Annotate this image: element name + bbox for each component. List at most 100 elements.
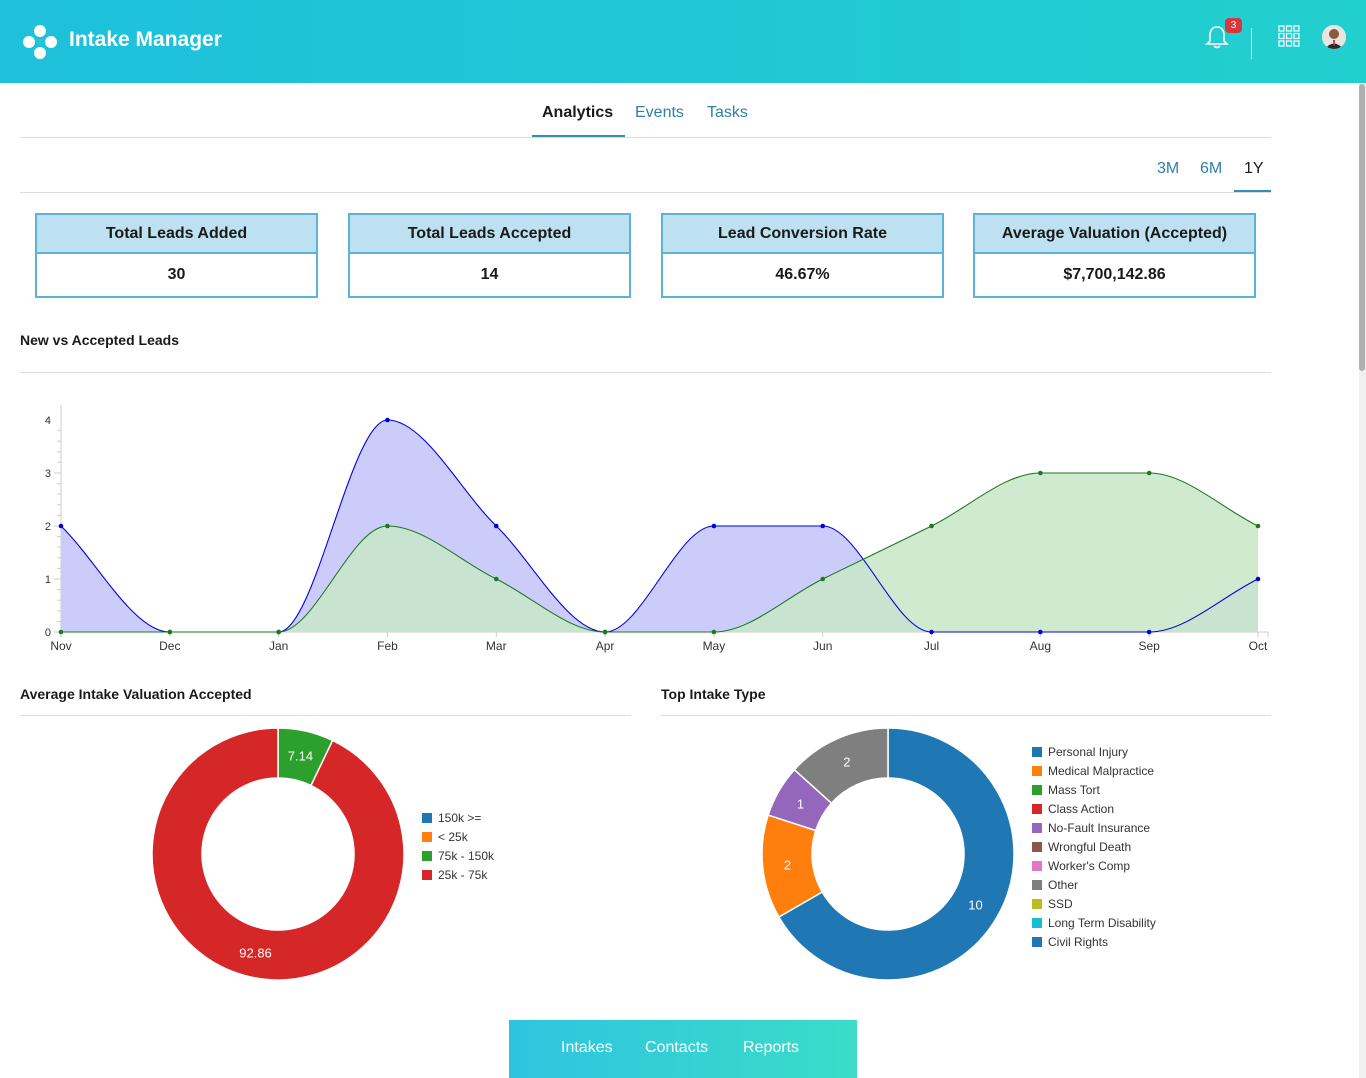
range-1y[interactable]: 1Y bbox=[1244, 160, 1264, 177]
slice-7[interactable] bbox=[793, 727, 889, 805]
stat-value: 14 bbox=[480, 266, 499, 283]
legend-label: SSD bbox=[1048, 896, 1073, 911]
legend-swatch bbox=[1032, 746, 1042, 757]
series-0-point[interactable] bbox=[1255, 576, 1261, 582]
legend-item[interactable]: Civil Rights bbox=[1032, 932, 1156, 951]
intake-type-donut-chart: 10 2 1 2 bbox=[761, 727, 1015, 981]
avatar[interactable] bbox=[1322, 25, 1346, 49]
slice-label: 2 bbox=[784, 858, 791, 873]
series-1-point[interactable] bbox=[58, 629, 64, 635]
legend-item[interactable]: 150k >= bbox=[422, 808, 494, 827]
y-tick-label: 0 bbox=[45, 627, 51, 639]
x-tick-label: May bbox=[703, 639, 726, 653]
legend-label: < 25k bbox=[438, 829, 468, 844]
series-0-point[interactable] bbox=[1038, 629, 1043, 635]
legend-item[interactable]: Class Action bbox=[1032, 799, 1156, 818]
series-1-point[interactable] bbox=[1255, 523, 1261, 529]
app-title[interactable]: Intake Manager bbox=[69, 28, 222, 51]
series-1-point[interactable] bbox=[602, 629, 608, 635]
intake-type-chart-divider bbox=[661, 715, 1271, 716]
leads-chart-title: New vs Accepted Leads bbox=[20, 332, 179, 348]
legend-item[interactable]: < 25k bbox=[422, 827, 494, 846]
legend-item[interactable]: SSD bbox=[1032, 894, 1156, 913]
bottom-nav: Intakes Contacts Reports bbox=[509, 1020, 857, 1078]
series-0-point[interactable] bbox=[929, 629, 934, 635]
x-tick-label: Jul bbox=[924, 639, 939, 653]
series-0-point[interactable] bbox=[711, 523, 717, 529]
range-divider bbox=[20, 192, 1271, 193]
y-tick-label: 4 bbox=[45, 415, 51, 427]
legend-item[interactable]: Mass Tort bbox=[1032, 780, 1156, 799]
notification-badge[interactable]: 3 bbox=[1225, 18, 1242, 33]
legend-swatch bbox=[422, 831, 432, 842]
x-tick-label: Sep bbox=[1139, 639, 1161, 653]
nav-contacts[interactable]: Contacts bbox=[645, 1039, 709, 1056]
series-1-point[interactable] bbox=[1146, 470, 1152, 476]
legend-label: 75k - 150k bbox=[438, 848, 495, 863]
slice-0[interactable] bbox=[777, 727, 1015, 981]
series-0-point[interactable] bbox=[493, 523, 499, 529]
legend-item[interactable]: Wrongful Death bbox=[1032, 837, 1156, 856]
legend-swatch bbox=[1032, 879, 1042, 890]
tab-events[interactable]: Events bbox=[635, 104, 684, 121]
stat-card-average-valuation: Average Valuation (Accepted) $7,700,142.… bbox=[973, 213, 1256, 298]
series-1-point[interactable] bbox=[711, 629, 717, 635]
series-1-point[interactable] bbox=[929, 523, 934, 529]
legend-label: Worker's Comp bbox=[1048, 858, 1131, 873]
series-1-point[interactable] bbox=[493, 576, 499, 582]
x-tick-label: Nov bbox=[50, 639, 71, 653]
series-1-point[interactable] bbox=[1038, 470, 1043, 476]
legend-item[interactable]: Personal Injury bbox=[1032, 742, 1156, 761]
legend-label: 25k - 75k bbox=[438, 867, 488, 882]
legend-item[interactable]: 75k - 150k bbox=[422, 846, 494, 865]
logo-icon[interactable] bbox=[20, 22, 60, 62]
header-divider bbox=[1251, 28, 1252, 59]
legend-item[interactable]: Long Term Disability bbox=[1032, 913, 1156, 932]
scrollbar-thumb[interactable] bbox=[1359, 84, 1365, 371]
nav-reports[interactable]: Reports bbox=[743, 1039, 800, 1056]
x-tick-label: Apr bbox=[596, 639, 615, 653]
tab-analytics[interactable]: Analytics bbox=[542, 104, 614, 121]
stat-value: $7,700,142.86 bbox=[1063, 266, 1166, 283]
series-0-point[interactable] bbox=[58, 523, 64, 529]
legend-swatch bbox=[1032, 917, 1042, 928]
legend-item[interactable]: Medical Malpractice bbox=[1032, 761, 1156, 780]
legend-label: Long Term Disability bbox=[1048, 915, 1156, 930]
scrollbar-track[interactable] bbox=[1359, 83, 1366, 1078]
valuation-donut-chart: 7.14 92.86 bbox=[151, 727, 405, 981]
x-tick-label: Dec bbox=[159, 639, 180, 653]
apps-grid-icon[interactable] bbox=[1278, 25, 1300, 47]
series-1-point[interactable] bbox=[167, 629, 173, 635]
valuation-chart-title: Average Intake Valuation Accepted bbox=[20, 686, 252, 702]
legend-item[interactable]: 25k - 75k bbox=[422, 865, 494, 884]
y-tick-label: 2 bbox=[45, 521, 51, 533]
valuation-chart-divider bbox=[20, 715, 631, 716]
tab-tasks[interactable]: Tasks bbox=[707, 104, 748, 121]
series-1-point[interactable] bbox=[276, 629, 281, 635]
nav-intakes[interactable]: Intakes bbox=[561, 1039, 613, 1056]
series-1-point[interactable] bbox=[820, 576, 826, 582]
legend-item[interactable]: No-Fault Insurance bbox=[1032, 818, 1156, 837]
range-6m[interactable]: 6M bbox=[1200, 160, 1223, 177]
range-3m[interactable]: 3M bbox=[1157, 160, 1180, 177]
x-tick-label: Mar bbox=[486, 639, 507, 653]
legend-label: No-Fault Insurance bbox=[1048, 820, 1151, 835]
bell-icon[interactable] bbox=[1204, 24, 1230, 50]
stat-value: 30 bbox=[167, 266, 186, 283]
legend-item[interactable]: Other bbox=[1032, 875, 1156, 894]
app-header: Intake Manager 3 bbox=[0, 0, 1366, 83]
series-0-point[interactable] bbox=[385, 417, 390, 423]
legend-item[interactable]: Worker's Comp bbox=[1032, 856, 1156, 875]
legend-label: Class Action bbox=[1048, 801, 1115, 816]
active-range-indicator bbox=[1234, 190, 1271, 193]
slice-3[interactable] bbox=[151, 727, 405, 981]
stat-value: 46.67% bbox=[775, 266, 830, 283]
intake-type-chart-title: Top Intake Type bbox=[661, 686, 766, 702]
series-0-point[interactable] bbox=[820, 523, 826, 529]
series-1-point[interactable] bbox=[385, 523, 390, 529]
stat-card-total-leads-added: Total Leads Added 30 bbox=[35, 213, 318, 298]
x-tick-label: Aug bbox=[1030, 639, 1051, 653]
legend-swatch bbox=[422, 869, 432, 880]
y-tick-label: 1 bbox=[45, 574, 51, 586]
series-0-point[interactable] bbox=[1146, 629, 1152, 635]
